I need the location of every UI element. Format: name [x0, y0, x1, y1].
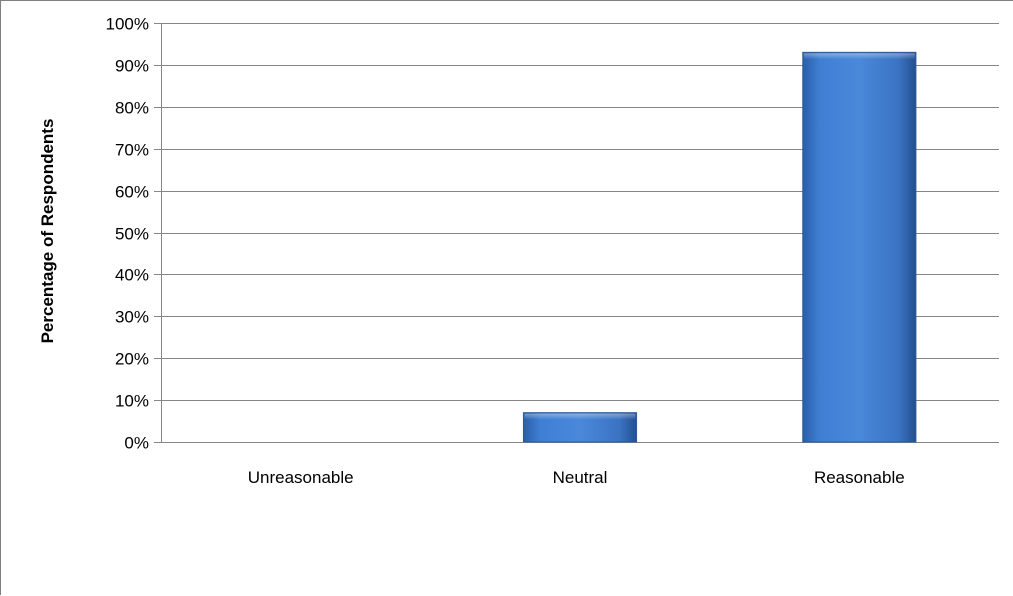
- bars: [522, 51, 917, 443]
- y-tick-label: 60%: [115, 183, 149, 202]
- y-tick-label: 20%: [115, 350, 149, 369]
- bar-highlight: [803, 53, 915, 60]
- y-tick-label: 100%: [106, 15, 149, 34]
- y-tick-label: 30%: [115, 308, 149, 327]
- y-tick-label: 10%: [115, 392, 149, 411]
- x-axis-labels: Unreasonable Neutral Reasonable: [248, 468, 905, 487]
- y-axis-title: Percentage of Respondents: [38, 119, 57, 344]
- y-tick-label: 80%: [115, 99, 149, 118]
- bar-neutral: [522, 412, 638, 443]
- x-tick-label: Reasonable: [814, 468, 905, 487]
- y-tick-label: 70%: [115, 141, 149, 160]
- y-tick-label: 50%: [115, 225, 149, 244]
- y-axis-ticks: 0% 10% 20% 30% 40% 50% 60% 70% 80% 90% 100%: [106, 15, 149, 453]
- x-tick-label: Neutral: [553, 468, 608, 487]
- bar-fill: [802, 51, 917, 443]
- y-tick-label: 90%: [115, 57, 149, 76]
- bar-highlight: [524, 413, 636, 420]
- y-tick-label: 0%: [124, 434, 149, 453]
- x-tick-label: Unreasonable: [248, 468, 354, 487]
- y-tick-label: 40%: [115, 266, 149, 285]
- bar-reasonable: [802, 51, 917, 443]
